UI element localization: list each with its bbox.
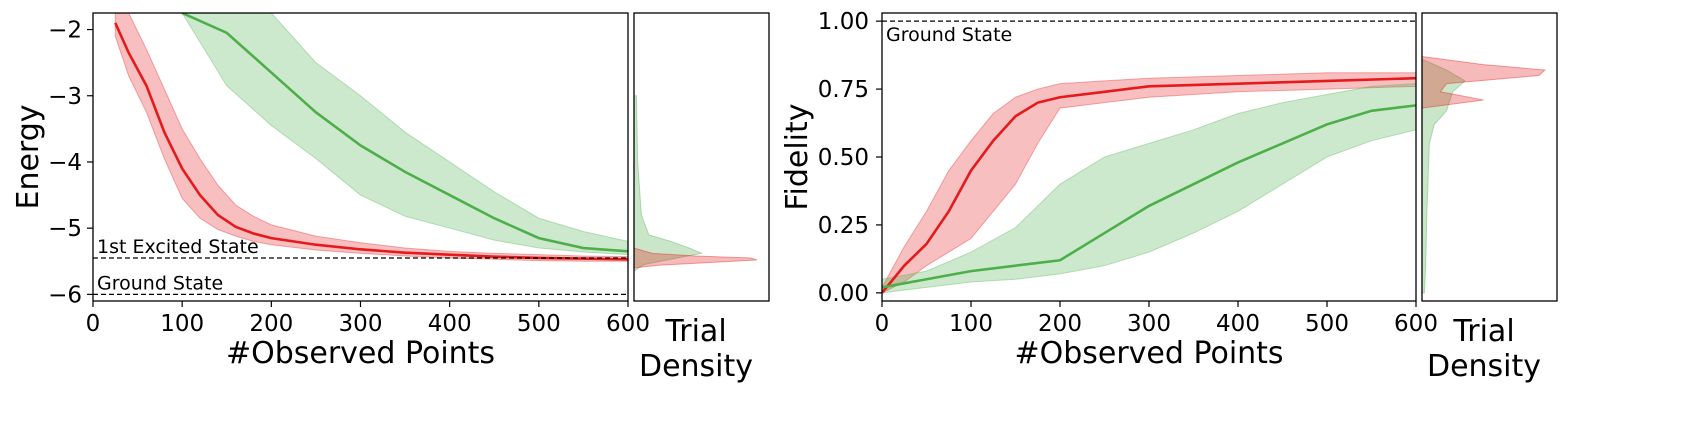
- x-tick-label: 200: [1038, 311, 1082, 337]
- x-tick-label: 500: [517, 311, 561, 337]
- series-band-green: [882, 83, 1416, 294]
- x-tick-label: 200: [249, 311, 293, 337]
- y-tick-label: 0.75: [818, 77, 869, 103]
- density-green: [634, 95, 704, 272]
- y-axis-label: Fidelity: [780, 103, 815, 210]
- x-tick-label: 300: [1127, 311, 1171, 337]
- density-label-line1: Trial: [664, 314, 726, 349]
- x-tick-label: 500: [1305, 311, 1349, 337]
- density-label-line2: Density: [639, 349, 753, 384]
- plot-area: [114, 13, 628, 262]
- x-tick-label: 400: [428, 311, 472, 337]
- density-plot: [1422, 55, 1547, 294]
- fidelity-panel: Ground State 0 100 200 300 400 500 600 0.00 0.25 0…: [780, 9, 1558, 384]
- y-tick-label: 1.00: [818, 9, 869, 35]
- x-tick-label: 600: [1394, 311, 1438, 337]
- density-frame: [633, 12, 770, 302]
- y-tick-label: −3: [48, 84, 82, 110]
- x-tick-label: 600: [606, 311, 650, 337]
- density-label-line2: Density: [1427, 349, 1541, 384]
- y-tick-label: −2: [48, 18, 82, 44]
- density-frame: [1421, 12, 1558, 302]
- x-tick-label: 0: [86, 311, 101, 337]
- density-label-line1: Trial: [1452, 314, 1514, 349]
- y-tick-label: −5: [48, 216, 82, 242]
- series-band-red: [114, 13, 628, 262]
- x-tick-label: 100: [949, 311, 993, 337]
- density-plot: [634, 95, 758, 272]
- y-tick-label: −6: [48, 282, 82, 308]
- y-tick-label: −4: [48, 150, 82, 176]
- series-line-green: [181, 13, 628, 253]
- density-red: [1422, 55, 1547, 109]
- x-tick-label: 100: [160, 311, 204, 337]
- series-line-red: [114, 22, 628, 261]
- plot-area: [882, 72, 1416, 294]
- reference-label: Ground State: [886, 24, 1012, 46]
- density-green: [1422, 58, 1466, 294]
- reference-label: Ground State: [97, 272, 223, 294]
- density-red: [634, 247, 758, 269]
- y-tick-label: 0.25: [818, 213, 869, 239]
- reference-label: 1st Excited State: [97, 236, 259, 258]
- x-tick-label: 400: [1216, 311, 1260, 337]
- y-tick-label: 0.00: [818, 281, 869, 307]
- series-line-red: [882, 76, 1416, 294]
- energy-panel: 1st Excited State Ground State 0 100 200 300 4…: [11, 12, 770, 384]
- x-tick-label: 0: [875, 311, 890, 337]
- series-band-red: [882, 72, 1416, 294]
- x-axis-label: #Observed Points: [226, 336, 495, 371]
- x-axis-label: #Observed Points: [1014, 336, 1283, 371]
- series-band-green: [181, 13, 628, 256]
- series-line-green: [882, 104, 1416, 289]
- y-axis-label: Energy: [11, 104, 46, 209]
- y-tick-label: 0.50: [818, 145, 869, 171]
- x-tick-label: 300: [339, 311, 383, 337]
